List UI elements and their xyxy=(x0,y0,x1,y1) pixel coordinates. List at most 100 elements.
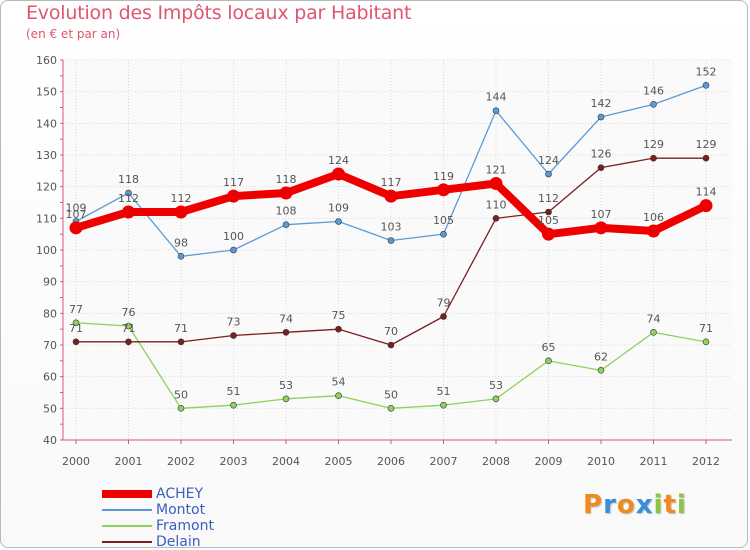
data-point-framont xyxy=(597,367,605,374)
legend-swatch xyxy=(102,541,152,543)
data-point-achey xyxy=(69,221,83,235)
data-point-framont xyxy=(335,392,342,399)
data-label-delain: 129 xyxy=(643,138,664,151)
data-label-framont: 50 xyxy=(174,388,188,401)
data-label-montot: 109 xyxy=(66,202,87,215)
logo-letter: r xyxy=(603,490,617,520)
data-point-framont xyxy=(72,319,80,327)
logo-letter: x xyxy=(635,490,654,520)
data-label-delain: 79 xyxy=(437,297,451,310)
data-label-montot: 152 xyxy=(696,65,717,78)
data-label-delain: 71 xyxy=(69,322,83,335)
data-point-delain xyxy=(335,325,342,333)
data-point-framont xyxy=(177,405,185,412)
data-label-achey: 107 xyxy=(66,208,87,221)
data-label-montot: 118 xyxy=(118,173,139,186)
x-tick-label: 2010 xyxy=(587,455,615,468)
legend-label: ACHEY xyxy=(156,486,204,502)
data-point-montot xyxy=(545,170,552,178)
data-label-framont: 76 xyxy=(122,306,136,319)
data-point-delain xyxy=(125,338,132,346)
y-tick-label: 80 xyxy=(43,307,57,320)
data-label-achey: 114 xyxy=(696,186,717,199)
data-label-achey: 117 xyxy=(381,176,402,189)
x-tick-label: 2001 xyxy=(115,455,143,468)
y-tick-label: 90 xyxy=(43,276,57,289)
data-label-framont: 62 xyxy=(594,350,608,363)
data-point-montot xyxy=(492,107,500,114)
data-label-montot: 100 xyxy=(223,230,244,243)
data-point-framont xyxy=(440,401,447,409)
data-label-delain: 73 xyxy=(227,316,241,329)
data-point-montot xyxy=(177,253,185,260)
data-point-framont xyxy=(230,401,237,409)
data-point-achey xyxy=(699,199,713,213)
data-point-framont xyxy=(282,395,290,403)
data-label-delain: 70 xyxy=(384,325,398,338)
x-tick-label: 2009 xyxy=(535,455,563,468)
logo-letter: t xyxy=(663,490,677,520)
data-label-montot: 144 xyxy=(486,91,507,104)
data-point-delain xyxy=(650,154,657,162)
logo-letter: i xyxy=(653,490,664,520)
data-label-framont: 53 xyxy=(279,379,293,392)
data-label-delain: 71 xyxy=(174,322,188,335)
x-tick-label: 2012 xyxy=(692,455,720,468)
chart-subtitle: (en € et par an) xyxy=(26,27,121,41)
data-point-delain xyxy=(230,332,237,339)
y-tick-label: 160 xyxy=(36,54,57,67)
data-point-framont xyxy=(387,405,395,412)
data-label-montot: 98 xyxy=(174,236,188,249)
y-tick-label: 70 xyxy=(43,339,57,352)
y-tick-label: 130 xyxy=(36,149,57,162)
data-point-framont xyxy=(650,329,657,336)
data-label-framont: 50 xyxy=(384,388,398,401)
chart-title: Evolution des Impôts locaux par Habitant xyxy=(26,2,412,24)
legend-swatch xyxy=(102,525,152,527)
x-tick-label: 2011 xyxy=(640,455,668,468)
data-label-achey: 121 xyxy=(486,164,507,177)
data-point-achey xyxy=(542,227,555,241)
data-point-delain xyxy=(597,164,605,171)
legend-item-framont: Framont xyxy=(102,518,214,534)
x-tick-label: 2005 xyxy=(325,455,353,468)
proxiti-logo: Proxiti xyxy=(583,490,687,520)
data-point-achey xyxy=(594,221,608,235)
x-tick-label: 2000 xyxy=(62,455,90,468)
data-point-montot xyxy=(125,189,132,197)
legend-item-achey: ACHEY xyxy=(102,486,214,502)
data-label-delain: 129 xyxy=(696,138,717,151)
data-point-framont xyxy=(702,338,710,346)
y-tick-label: 60 xyxy=(43,371,57,384)
data-point-framont xyxy=(492,395,500,403)
x-tick-label: 2004 xyxy=(272,455,300,468)
data-label-achey: 118 xyxy=(276,173,297,186)
data-label-achey: 106 xyxy=(643,211,664,224)
data-label-achey: 124 xyxy=(328,154,349,167)
data-point-achey xyxy=(384,189,398,203)
data-label-achey: 107 xyxy=(591,208,612,221)
logo-letter: P xyxy=(583,490,604,520)
data-point-montot xyxy=(282,221,290,228)
legend-swatch xyxy=(102,509,152,511)
data-point-delain xyxy=(72,338,80,346)
data-point-framont xyxy=(125,322,132,330)
data-label-montot: 103 xyxy=(381,221,402,234)
x-tick-label: 2006 xyxy=(377,455,405,468)
data-label-delain: 74 xyxy=(279,312,293,325)
plot-area xyxy=(63,60,732,440)
data-point-delain xyxy=(282,329,290,336)
data-label-montot: 146 xyxy=(643,84,664,97)
data-point-delain xyxy=(702,154,710,162)
data-point-achey xyxy=(174,205,188,219)
logo-letter: i xyxy=(676,490,687,520)
data-label-achey: 119 xyxy=(433,170,454,183)
x-tick-label: 2007 xyxy=(430,455,458,468)
y-tick-label: 50 xyxy=(43,402,57,415)
data-label-achey: 105 xyxy=(538,214,559,227)
data-point-delain xyxy=(387,341,395,349)
data-point-achey xyxy=(437,183,450,197)
data-label-achey: 112 xyxy=(171,192,192,205)
legend-item-montot: Montot xyxy=(102,502,214,518)
